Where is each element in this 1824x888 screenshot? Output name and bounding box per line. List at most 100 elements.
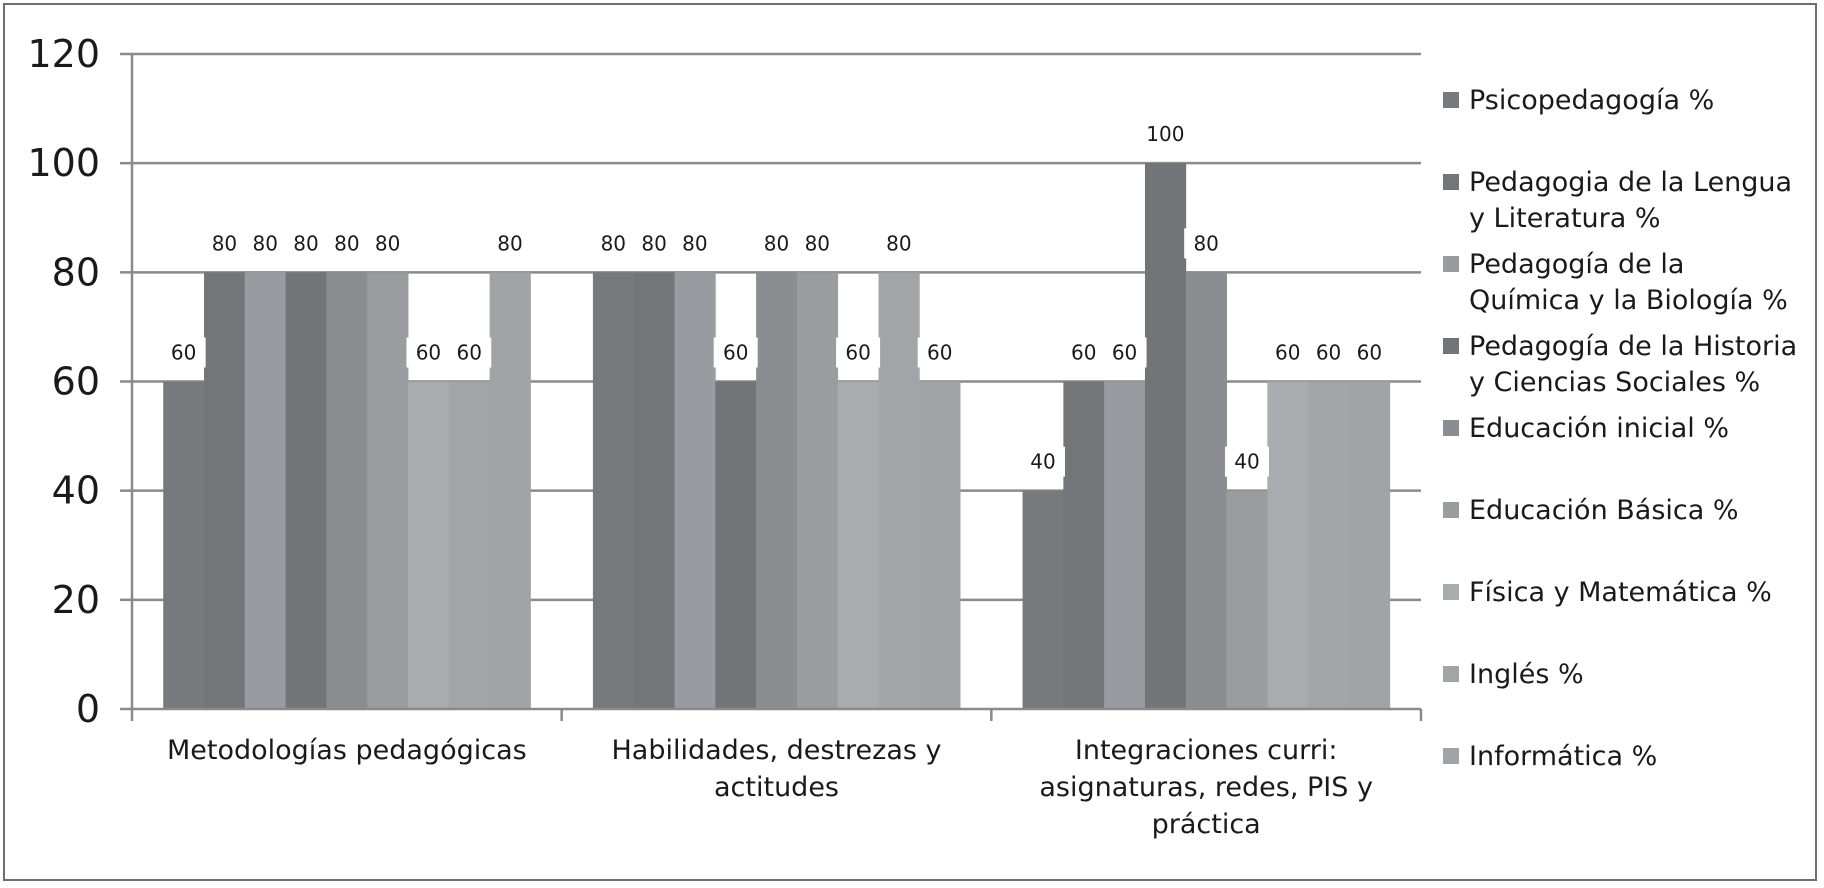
data-label-background xyxy=(876,228,921,259)
legend-label: Informática % xyxy=(1469,741,1657,772)
legend-label: Educación inicial % xyxy=(1469,413,1729,444)
data-labels: 60 80 40 80 80 60 80 80 60 80 60 100 80 80 80 80 80 40 60 6… xyxy=(161,119,1392,477)
bar xyxy=(163,381,205,709)
data-label: 60 xyxy=(171,341,196,365)
legend-label: Química y la Biología % xyxy=(1469,285,1788,316)
data-label-background xyxy=(1306,337,1351,368)
data-label: 40 xyxy=(1030,450,1055,474)
legend-label: Física y Matemática % xyxy=(1469,577,1772,608)
data-label: 60 xyxy=(1112,341,1137,365)
category-label: práctica xyxy=(1152,809,1261,840)
chart-frame: 0 20 40 60 80 100 120 Metodologías pedagógicas H… xyxy=(3,3,1817,881)
data-label-background xyxy=(365,228,410,259)
data-label-background xyxy=(243,228,288,259)
data-label: 80 xyxy=(497,231,522,255)
legend-label: Pedagogía de la xyxy=(1469,249,1684,280)
category-label: Habilidades, destrezas y xyxy=(611,735,941,766)
y-tick-label: 120 xyxy=(27,32,100,76)
bar xyxy=(756,272,798,709)
bar xyxy=(285,272,327,709)
data-label-background xyxy=(795,228,840,259)
data-label-background xyxy=(1347,337,1392,368)
data-label: 80 xyxy=(293,231,318,255)
data-label: 40 xyxy=(1234,450,1259,474)
bars xyxy=(163,163,1391,709)
data-label-background xyxy=(406,337,451,368)
legend-swatch xyxy=(1443,338,1459,354)
legend-label: y Ciencias Sociales % xyxy=(1469,367,1760,398)
legend-label: Pedagogia de la Lengua xyxy=(1469,167,1792,198)
data-label: 60 xyxy=(1275,341,1300,365)
bar xyxy=(1022,490,1064,709)
data-label: 80 xyxy=(1193,231,1218,255)
data-label: 60 xyxy=(416,341,441,365)
bar xyxy=(408,381,450,709)
data-label-background xyxy=(917,337,962,368)
y-tick-label: 20 xyxy=(52,578,100,622)
bar xyxy=(796,272,839,709)
data-label: 60 xyxy=(845,341,870,365)
bar xyxy=(1144,163,1187,709)
y-tick-label: 0 xyxy=(76,687,100,731)
data-label: 80 xyxy=(601,231,626,255)
category-label: asignaturas, redes, PIS y xyxy=(1039,772,1373,803)
data-label: 80 xyxy=(375,231,400,255)
data-label: 80 xyxy=(641,231,666,255)
data-label-background xyxy=(1020,446,1065,477)
bar xyxy=(204,272,246,709)
data-label-background xyxy=(324,228,369,259)
data-label: 80 xyxy=(764,231,789,255)
legend-swatch xyxy=(1443,584,1459,600)
data-label: 80 xyxy=(334,231,359,255)
bar xyxy=(448,381,491,709)
bar xyxy=(715,381,757,709)
bar xyxy=(1308,381,1350,709)
data-label-background xyxy=(161,337,206,368)
data-label-background xyxy=(1224,446,1269,477)
data-label: 80 xyxy=(886,231,911,255)
bar xyxy=(878,272,920,709)
legend-label: Inglés % xyxy=(1469,659,1584,690)
data-label: 80 xyxy=(253,231,278,255)
legend-label: Pedagogía de la Historia xyxy=(1469,331,1797,362)
legend-label: Educación Básica % xyxy=(1469,495,1739,526)
bar xyxy=(367,272,409,709)
data-label: 80 xyxy=(212,231,237,255)
legend-swatch xyxy=(1443,92,1459,108)
data-label-background xyxy=(1184,228,1229,259)
legend-swatch xyxy=(1443,666,1459,682)
bar xyxy=(244,272,287,709)
data-label-background xyxy=(754,228,799,259)
y-tick-label: 60 xyxy=(52,360,100,404)
data-label: 60 xyxy=(457,341,482,365)
data-label-background xyxy=(713,337,758,368)
category-label: Metodologías pedagógicas xyxy=(167,735,527,766)
y-tick-label: 100 xyxy=(27,141,100,185)
data-label-background xyxy=(1143,119,1188,150)
bar xyxy=(1267,381,1309,709)
category-label: Integraciones curri: xyxy=(1075,735,1338,766)
bar xyxy=(1104,381,1146,709)
legend-swatch xyxy=(1443,748,1459,764)
legend-swatch xyxy=(1443,502,1459,518)
bar xyxy=(919,381,961,709)
bar xyxy=(1348,381,1391,709)
data-label-background xyxy=(836,337,881,368)
legend-swatch xyxy=(1443,420,1459,436)
data-label: 60 xyxy=(1071,341,1096,365)
data-label: 100 xyxy=(1146,122,1184,146)
legend-label: Psicopedagogía % xyxy=(1469,85,1714,116)
data-label-background xyxy=(447,337,492,368)
bar xyxy=(489,272,531,709)
category-label: actitudes xyxy=(714,772,839,803)
axes: 0 20 40 60 80 100 120 Metodologías pedagógicas H… xyxy=(27,32,1423,840)
data-label-background xyxy=(1102,337,1147,368)
y-tick-label: 80 xyxy=(52,250,100,294)
data-label-background xyxy=(202,228,247,259)
data-label: 80 xyxy=(682,231,707,255)
data-label-background xyxy=(1265,337,1310,368)
data-label-background xyxy=(672,228,717,259)
bar xyxy=(837,381,879,709)
bar xyxy=(674,272,716,709)
data-label: 60 xyxy=(723,341,748,365)
